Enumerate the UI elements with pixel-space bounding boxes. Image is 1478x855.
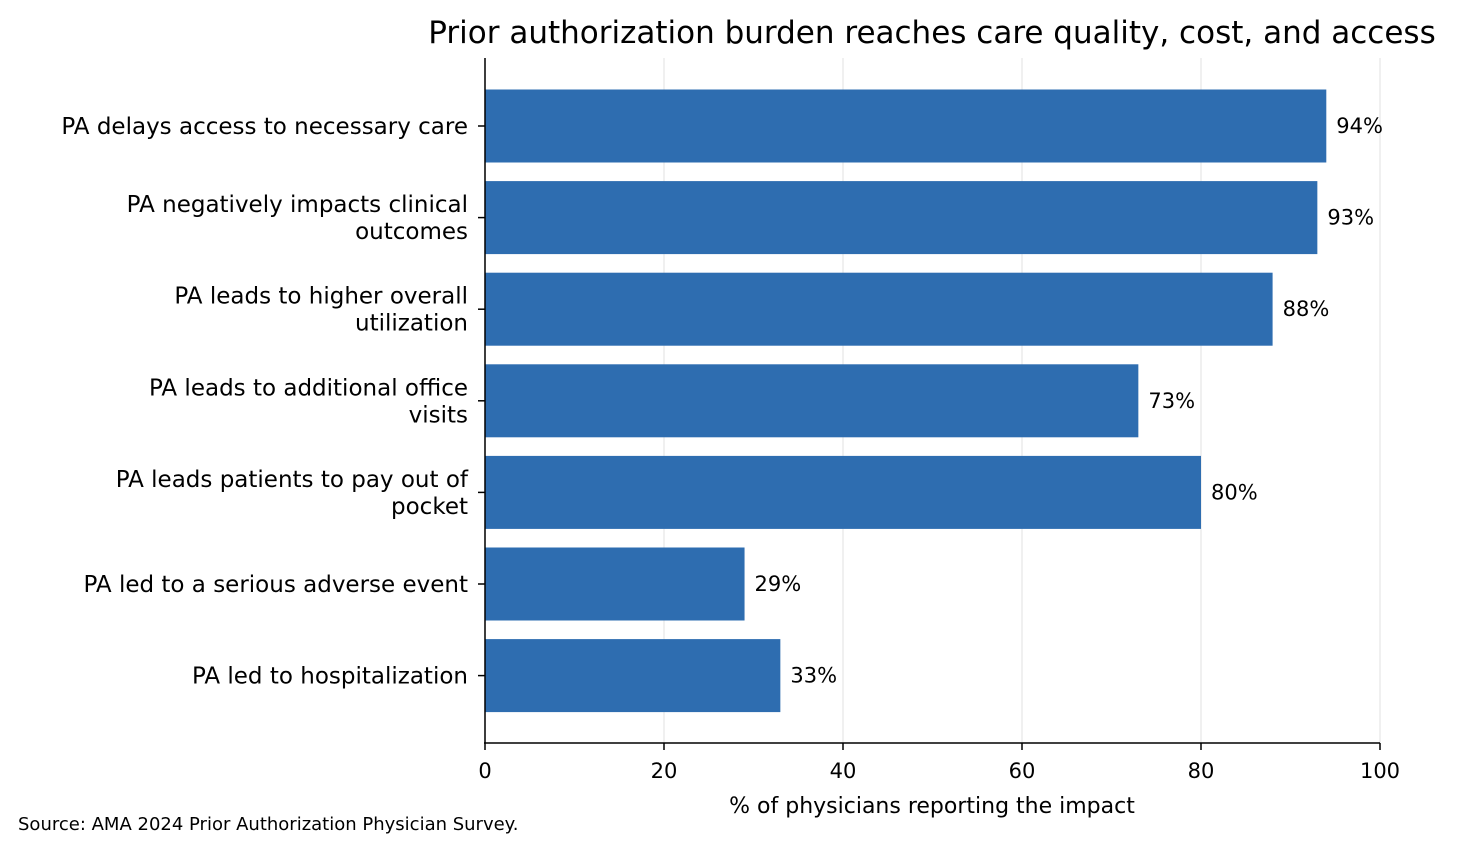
category-label-line: outcomes [355,219,468,245]
x-tick-label: 100 [1360,759,1400,783]
data-label: 29% [755,572,802,596]
category-label-line: PA led to hospitalization [192,664,468,690]
x-tick-label: 20 [651,759,678,783]
bars [485,89,1327,713]
bar [485,272,1273,346]
category-label-line: PA delays access to necessary care [61,114,468,140]
x-tick-label: 40 [830,759,857,783]
x-ticks: 0 20 40 60 80 100 [478,743,1400,783]
category-label: PA led to a serious adverse event [84,572,469,598]
bar [485,364,1139,438]
category-label-line: utilization [355,311,468,337]
category-label: PA leads patients to pay out of pocket [116,467,469,520]
category-label: PA delays access to necessary care [61,114,468,140]
data-label: 88% [1283,297,1330,321]
x-axis-label: % of physicians reporting the impact [729,794,1135,819]
category-label: PA led to hospitalization [192,664,468,690]
category-label-line: PA negatively impacts clinical [127,192,468,218]
bar [485,455,1201,529]
category-label-line: PA leads to higher overall [174,284,468,310]
data-label: 93% [1327,206,1374,230]
category-label-line: PA leads patients to pay out of [116,467,469,493]
category-labels: PA delays access to necessary care PA neg… [61,114,485,690]
bar [485,181,1318,255]
category-label-line: PA led to a serious adverse event [84,572,469,598]
category-label: PA negatively impacts clinical outcomes [127,192,468,245]
x-tick-label: 80 [1188,759,1215,783]
x-tick-label: 60 [1009,759,1036,783]
data-label: 94% [1336,114,1383,138]
data-label: 80% [1211,480,1258,504]
chart-title: Prior authorization burden reaches care … [428,15,1435,51]
bar [485,89,1327,163]
category-label: PA leads to higher overall utilization [174,284,468,337]
category-label-line: visits [409,402,468,428]
bar [485,547,745,621]
data-labels: 94% 93% 88% 73% 80% 29% 33% [755,114,1383,688]
category-label-line: PA leads to additional office [149,375,468,401]
source-note: Source: AMA 2024 Prior Authorization Phy… [18,814,519,835]
bar [485,639,781,713]
category-label: PA leads to additional office visits [149,375,468,428]
data-label: 73% [1148,389,1195,413]
category-label-line: pocket [391,494,468,520]
data-label: 33% [790,664,837,688]
x-tick-label: 0 [478,759,491,783]
